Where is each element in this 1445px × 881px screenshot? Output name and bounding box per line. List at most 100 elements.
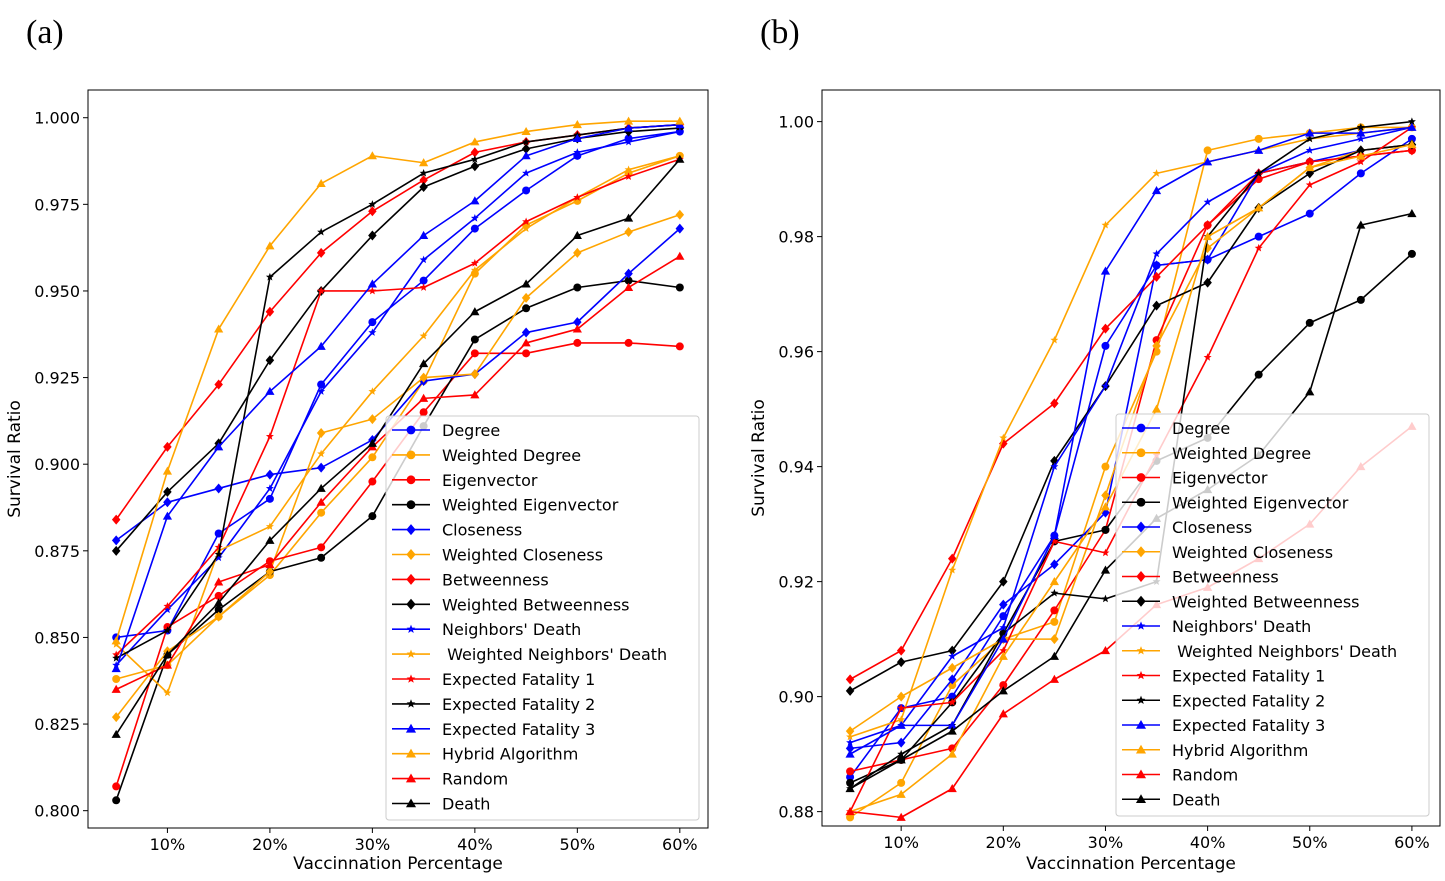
data-point <box>1356 295 1365 304</box>
series-line <box>116 130 680 639</box>
data-point <box>1356 145 1366 156</box>
data-point <box>112 654 121 662</box>
legend-entry: Weighted Eigenvector <box>392 496 619 515</box>
data-point <box>112 796 121 805</box>
data-point <box>947 726 957 735</box>
data-point <box>317 449 326 458</box>
data-point <box>214 605 223 614</box>
data-point <box>1254 134 1263 143</box>
data-point <box>998 634 1008 643</box>
data-point <box>573 193 582 201</box>
data-point <box>999 623 1008 632</box>
data-point <box>624 338 633 347</box>
data-point <box>845 726 855 737</box>
y-tick-label: 0.98 <box>778 228 814 247</box>
x-tick-label: 40% <box>457 835 493 854</box>
data-point <box>470 161 480 172</box>
data-point <box>896 645 906 656</box>
data-point <box>897 715 906 724</box>
legend-marker <box>405 748 417 758</box>
series-line <box>849 126 1412 755</box>
data-point <box>522 217 531 226</box>
data-point <box>1305 209 1314 218</box>
data-point <box>368 328 377 336</box>
data-point <box>316 247 326 258</box>
data-point <box>1050 537 1059 545</box>
legend-label: Degree <box>1172 419 1230 438</box>
data-point <box>111 712 121 723</box>
data-point <box>1407 140 1417 149</box>
data-point <box>316 462 326 473</box>
x-tick-label: 50% <box>1292 833 1328 852</box>
data-point <box>675 127 684 135</box>
data-point <box>1356 128 1366 137</box>
data-point <box>623 213 634 222</box>
data-point <box>999 433 1008 442</box>
legend-entry: Betweenness <box>1122 568 1279 587</box>
data-point <box>623 116 634 125</box>
data-point <box>368 477 377 486</box>
data-point <box>368 512 377 521</box>
data-point <box>948 681 957 690</box>
series-line <box>115 227 681 542</box>
series-line <box>849 138 1413 778</box>
data-point <box>573 283 582 292</box>
data-point <box>1100 646 1111 655</box>
data-point <box>1101 462 1110 471</box>
data-point <box>1050 588 1059 597</box>
data-point <box>419 182 428 193</box>
data-point <box>624 276 633 285</box>
data-point <box>522 168 531 177</box>
data-point <box>1305 134 1314 143</box>
data-point <box>1050 606 1059 615</box>
data-point <box>265 484 274 492</box>
panel-label-a: (a) <box>26 14 64 51</box>
data-point <box>265 306 275 317</box>
y-tick-label: 0.96 <box>778 343 814 362</box>
data-point <box>419 393 429 402</box>
data-point <box>845 743 855 754</box>
legend-label: Weighted Degree <box>442 446 581 465</box>
data-point <box>317 380 326 389</box>
legend-label: Weighted Closeness <box>1172 543 1333 562</box>
legend-marker <box>406 425 416 435</box>
data-point <box>1152 260 1161 271</box>
legend-marker <box>1136 571 1146 582</box>
data-point <box>572 133 582 142</box>
x-tick-label: 40% <box>1190 833 1226 852</box>
data-point <box>470 259 479 267</box>
data-point <box>999 646 1008 655</box>
series-13 <box>111 116 685 645</box>
data-point <box>265 535 275 544</box>
legend: Degree Weighted Degree Eigenvector Weighted… <box>1115 413 1430 817</box>
data-point <box>470 196 480 205</box>
data-point <box>521 292 531 303</box>
data-point <box>162 650 173 659</box>
data-point <box>162 511 173 520</box>
legend-entry: Expected Fatality 3 <box>392 720 595 739</box>
y-tick-label: 0.90 <box>778 688 814 707</box>
data-point <box>470 147 480 158</box>
data-point <box>846 778 855 787</box>
data-point <box>845 784 855 793</box>
data-point <box>316 483 326 492</box>
data-point <box>1254 169 1263 177</box>
x-tick-label: 50% <box>560 835 596 854</box>
data-point <box>368 387 377 395</box>
data-point <box>1407 117 1416 126</box>
data-point <box>1101 220 1110 229</box>
data-point <box>948 565 957 574</box>
legend-entry: Closeness <box>392 521 522 540</box>
legend-marker <box>406 598 416 610</box>
legend-entry: Expected Fatality 1 <box>1122 667 1325 686</box>
data-point <box>470 335 479 344</box>
data-point <box>1101 341 1110 350</box>
legend-marker <box>1135 769 1147 779</box>
data-point <box>1100 502 1111 511</box>
data-point <box>419 158 429 167</box>
data-point <box>947 553 957 564</box>
data-point <box>947 720 957 729</box>
legend-label: Weighted Eigenvector <box>442 496 619 515</box>
data-point <box>1100 266 1111 275</box>
data-point <box>111 636 121 645</box>
